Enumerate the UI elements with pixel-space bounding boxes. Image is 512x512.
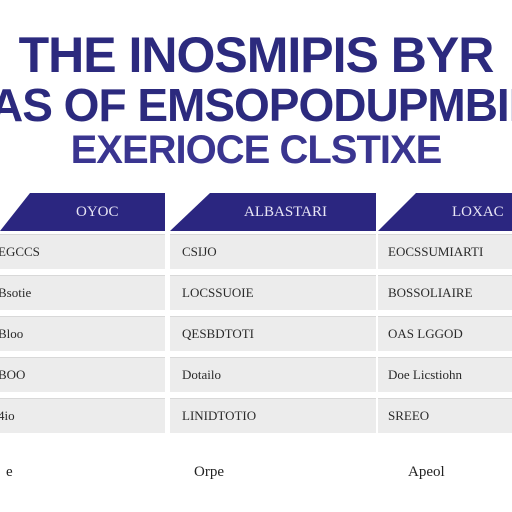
table-cell: 4io [0, 398, 165, 433]
table-cell: LOCSSUOIE [170, 275, 376, 310]
table-column-1: OYOC EGCCS Bsotie Bloo BOO 4io [0, 193, 165, 439]
table-cell: OAS LGGOD [378, 316, 512, 351]
column-2-footer: Orpe [194, 464, 224, 480]
table-cell: Dotailo [170, 357, 376, 392]
column-1-header: OYOC [0, 193, 165, 231]
table-cell: SREEO [378, 398, 512, 433]
table-cell: EOCSSUMIARTI [378, 234, 512, 269]
column-3-header-label: LOXAC [452, 204, 504, 220]
table-cell: BOO [0, 357, 165, 392]
title-line-3: EXERIOCE CLSTIXE [70, 128, 443, 172]
column-1-footer: e [6, 464, 13, 480]
table-cell: BOSSOLIAIRE [378, 275, 512, 310]
table-column-2: ALBASTARI CSIJO LOCSSUOIE QESBDTOTI Dota… [170, 193, 376, 439]
table-cell: LINIDTOTIO [170, 398, 376, 433]
table-cell: Bloo [0, 316, 165, 351]
column-3-header: LOXAC [378, 193, 512, 231]
table-cell: EGCCS [0, 234, 165, 269]
table-cell: QESBDTOTI [170, 316, 376, 351]
table-column-3: LOXAC EOCSSUMIARTI BOSSOLIAIRE OAS LGGOD… [378, 193, 512, 439]
column-1-header-label: OYOC [76, 204, 119, 220]
table-cell: Bsotie [0, 275, 165, 310]
title-line-2: AS OF EMSOPODUPMBIN [0, 79, 512, 131]
column-2-header-label: ALBASTARI [244, 204, 327, 220]
column-3-footer: Apeol [408, 464, 445, 480]
title-line-1: THE INOSMIPIS BYR [18, 27, 495, 83]
table-cell: CSIJO [170, 234, 376, 269]
column-2-header: ALBASTARI [170, 193, 376, 231]
table-cell: Doe Licstiohn [378, 357, 512, 392]
